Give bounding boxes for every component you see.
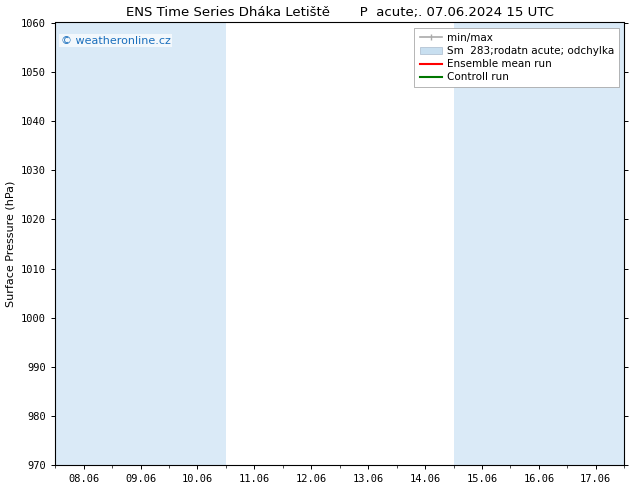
Text: © weatheronline.cz: © weatheronline.cz [61,36,171,46]
Y-axis label: Surface Pressure (hPa): Surface Pressure (hPa) [6,181,16,307]
Bar [453,23,510,466]
Bar [510,23,567,466]
Legend: min/max, Sm  283;rodatn acute; odchylka, Ensemble mean run, Controll run: min/max, Sm 283;rodatn acute; odchylka, … [415,28,619,88]
Bar [112,23,169,466]
Bar [55,23,112,466]
Title: ENS Time Series Dháka Letiště       P  acute;. 07.06.2024 15 UTC: ENS Time Series Dháka Letiště P acute;. … [126,5,553,19]
Bar [169,23,226,466]
Bar [567,23,624,466]
